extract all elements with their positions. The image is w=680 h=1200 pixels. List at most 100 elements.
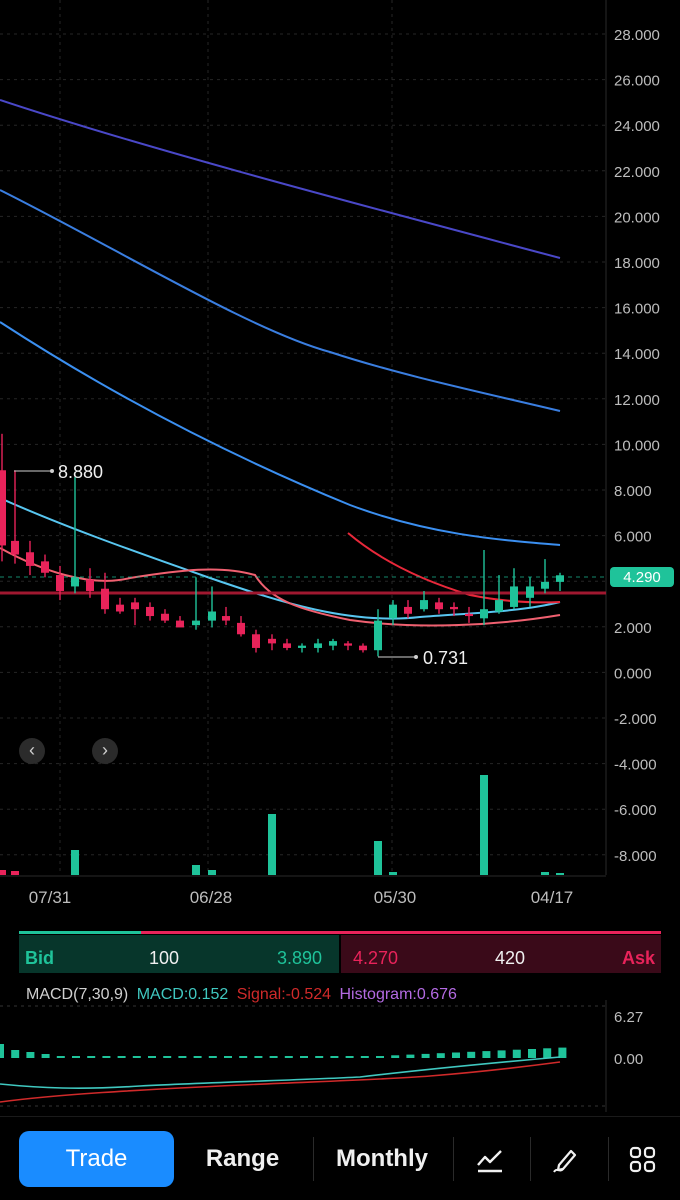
bid-ask-bar: Bid 100 3.890 4.270 420 Ask <box>19 931 661 973</box>
histogram-bar <box>26 1052 35 1058</box>
histogram-bar <box>132 1056 141 1058</box>
svg-text:04/17: 04/17 <box>531 888 574 907</box>
candle <box>268 634 276 651</box>
candle <box>0 433 6 562</box>
price-chart[interactable]: 8.880 0.731 28.000 26.000 24.000 22.000 20.0… <box>0 0 680 920</box>
ma-line-cyan <box>0 497 561 620</box>
candle <box>237 616 245 637</box>
range-button[interactable]: Range <box>205 1145 280 1172</box>
candle-body <box>56 575 64 591</box>
candle-body <box>389 604 397 619</box>
volume-bar <box>374 841 382 875</box>
volume-bar <box>0 870 6 875</box>
ask-size: 420 <box>495 948 526 968</box>
candle <box>192 577 200 630</box>
candle-body <box>252 634 260 648</box>
chevron-right-icon[interactable]: › <box>92 738 118 764</box>
candle-body <box>359 645 367 651</box>
candle-body <box>26 552 34 566</box>
price-tick-label: 2.000 <box>614 620 652 637</box>
date-axis: 07/31 06/28 05/30 04/17 <box>29 888 574 907</box>
candle-body <box>526 586 534 598</box>
ask-panel[interactable]: 4.270 420 Ask <box>341 935 661 973</box>
candle-body <box>101 588 109 610</box>
volume-bar <box>268 814 276 875</box>
histogram-bar <box>224 1056 232 1058</box>
price-tick-label: 14.000 <box>614 346 660 363</box>
candle <box>131 597 139 626</box>
histogram-bar <box>87 1056 96 1058</box>
candle-body <box>420 600 428 610</box>
candle-body <box>329 641 337 646</box>
candle-body <box>283 643 291 648</box>
macd-legend[interactable]: MACD(7,30,9) MACD:0.152 Signal:-0.524 Hi… <box>26 986 461 1004</box>
histogram-value: Histogram:0.676 <box>339 986 457 1003</box>
histogram-bar <box>558 1047 567 1058</box>
chevron-left-icon[interactable]: ‹ <box>19 738 45 764</box>
macd-histogram <box>0 1044 567 1058</box>
price-tick-label: 0.000 <box>614 665 652 682</box>
candle <box>359 643 367 653</box>
signal-value: Signal:-0.524 <box>236 986 332 1003</box>
candle <box>556 572 564 591</box>
volume-bar <box>192 865 200 875</box>
grid-apps-icon[interactable] <box>628 1145 658 1175</box>
trade-button[interactable]: Trade <box>19 1131 174 1187</box>
ma-line-indigo <box>0 99 561 259</box>
ma-line-salmon <box>0 547 561 627</box>
histogram-bar <box>528 1049 536 1058</box>
candle-body <box>86 579 94 591</box>
macd-value: MACD:0.152 <box>136 986 229 1003</box>
ma-line-blue-lower <box>0 321 561 546</box>
candle-body <box>71 577 79 587</box>
volume-bar <box>556 873 564 875</box>
price-tick-label: 8.000 <box>614 483 652 500</box>
candle-body <box>192 620 200 626</box>
candle-body <box>541 581 549 589</box>
candle-body <box>176 620 184 628</box>
histogram-bar <box>345 1056 354 1058</box>
min-price-marker: 0.731 <box>378 648 468 668</box>
price-tick-label: -4.000 <box>614 757 657 774</box>
candle <box>465 606 473 623</box>
candle-body <box>435 602 443 610</box>
price-tick-label: 28.000 <box>614 27 660 44</box>
volume-bar <box>208 870 216 875</box>
bid-panel[interactable]: Bid 100 3.890 <box>19 935 339 973</box>
draw-pen-icon[interactable] <box>551 1145 581 1175</box>
price-axis: 28.000 26.000 24.000 22.000 20.000 18.000 16.0… <box>614 27 660 865</box>
volume-bar <box>71 850 79 875</box>
candle <box>344 641 352 651</box>
svg-text:05/30: 05/30 <box>374 888 417 907</box>
histogram-bar <box>467 1051 476 1058</box>
candle-body <box>465 613 473 617</box>
histogram-bar <box>163 1056 172 1058</box>
price-tick-label: 16.000 <box>614 301 660 318</box>
candle <box>495 575 503 614</box>
candle-body <box>314 643 322 648</box>
candle <box>222 606 230 626</box>
chart-line-icon[interactable] <box>475 1145 505 1175</box>
candle-body <box>11 540 19 555</box>
macd-chart[interactable]: 6.27 0.00 <box>0 1000 680 1115</box>
candle <box>283 638 291 651</box>
candle-body <box>131 602 139 610</box>
period-button[interactable]: Monthly <box>336 1145 428 1172</box>
ask-label: Ask <box>622 948 656 968</box>
candle-body <box>0 470 6 546</box>
histogram-bar <box>178 1056 187 1058</box>
ma-line-red <box>347 532 561 604</box>
svg-text:06/28: 06/28 <box>190 888 233 907</box>
candle <box>420 590 428 612</box>
histogram-bar <box>436 1053 445 1058</box>
bid-ratio-line <box>19 931 141 934</box>
macd-line <box>0 1056 561 1089</box>
histogram-bar <box>193 1056 202 1058</box>
candle-body <box>222 616 230 621</box>
histogram-bar <box>208 1056 217 1058</box>
candle <box>298 643 306 653</box>
volume-bar <box>11 871 19 875</box>
histogram-bar <box>102 1056 111 1058</box>
volume-bar <box>480 775 488 875</box>
